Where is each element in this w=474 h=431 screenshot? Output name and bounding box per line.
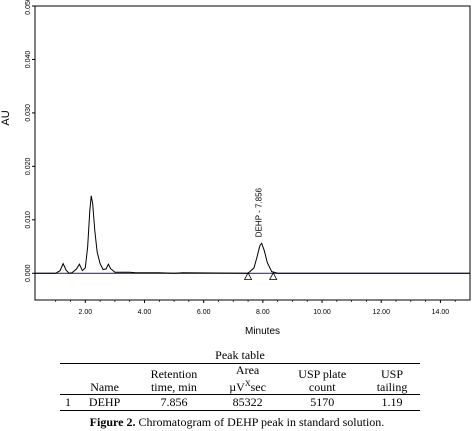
header-name: Name [90, 380, 119, 394]
peak-boundary-marker [243, 272, 253, 280]
cell-index: 1 [65, 395, 72, 409]
x-tick-label: 8.00 [256, 309, 270, 316]
x-axis-label: Minutes [245, 326, 280, 337]
header-plate-count: USP plate count [298, 367, 347, 394]
series-layer [35, 195, 470, 280]
table-row: 1 DEHP 7.856 85322 5170 1.19 [60, 395, 420, 411]
chromatogram-trace [35, 195, 470, 274]
header-area: Area µVXsec [229, 363, 266, 394]
peak-annotation: DEHP - 7.856 [255, 187, 264, 237]
y-tick-label: 0.010 [25, 211, 32, 229]
y-tick-label: 0.020 [25, 158, 32, 176]
caption-text: Chromatogram of DEHP peak in standard so… [135, 415, 385, 429]
cell-plate-count: 5170 [310, 395, 335, 409]
y-tick-label: 0.040 [25, 51, 32, 69]
header-retention: Retention time, min [150, 367, 198, 394]
header-tailing: USP tailing [376, 367, 408, 394]
y-tick-label: 0.030 [25, 104, 32, 122]
cell-retention: 7.856 [160, 395, 188, 409]
x-tick-label: 10.00 [313, 309, 331, 316]
header-index [60, 364, 76, 395]
cell-name: DEHP [88, 395, 121, 409]
caption-label: Figure 2. [89, 415, 136, 429]
y-tick-label: 0.000 [25, 264, 32, 282]
peak-boundary-marker [269, 272, 278, 280]
plot-frame [34, 5, 471, 301]
figure-caption: Figure 2. Chromatogram of DEHP peak in s… [0, 415, 474, 430]
cell-area: 85322 [232, 395, 263, 409]
peak-table-header-row: Name Retention time, min Area µVXsec USP p… [60, 363, 420, 395]
y-tick-label: 0.050 [25, 0, 32, 15]
chromatogram-chart: 0.000 0.010 0.020 0.030 0.040 0.050 2.00 4.00 6… [0, 0, 471, 337]
x-tick-label: 14.00 [432, 309, 450, 316]
x-tick-label: 4.00 [138, 309, 152, 316]
x-axis-ticks: 2.00 4.00 6.00 8.00 10.00 12.00 14.00 [55, 300, 456, 316]
cell-tailing: 1.19 [381, 395, 403, 409]
x-tick-label: 6.00 [197, 309, 211, 316]
x-tick-label: 2.00 [78, 309, 92, 316]
x-tick-label: 12.00 [372, 309, 390, 316]
peak-table: Name Retention time, min Area µVXsec USP p… [60, 363, 420, 411]
y-axis-label: AU [0, 110, 12, 125]
peak-table-title: Peak table [215, 348, 265, 362]
y-axis-ticks: 0.000 0.010 0.020 0.030 0.040 0.050 [25, 0, 35, 282]
